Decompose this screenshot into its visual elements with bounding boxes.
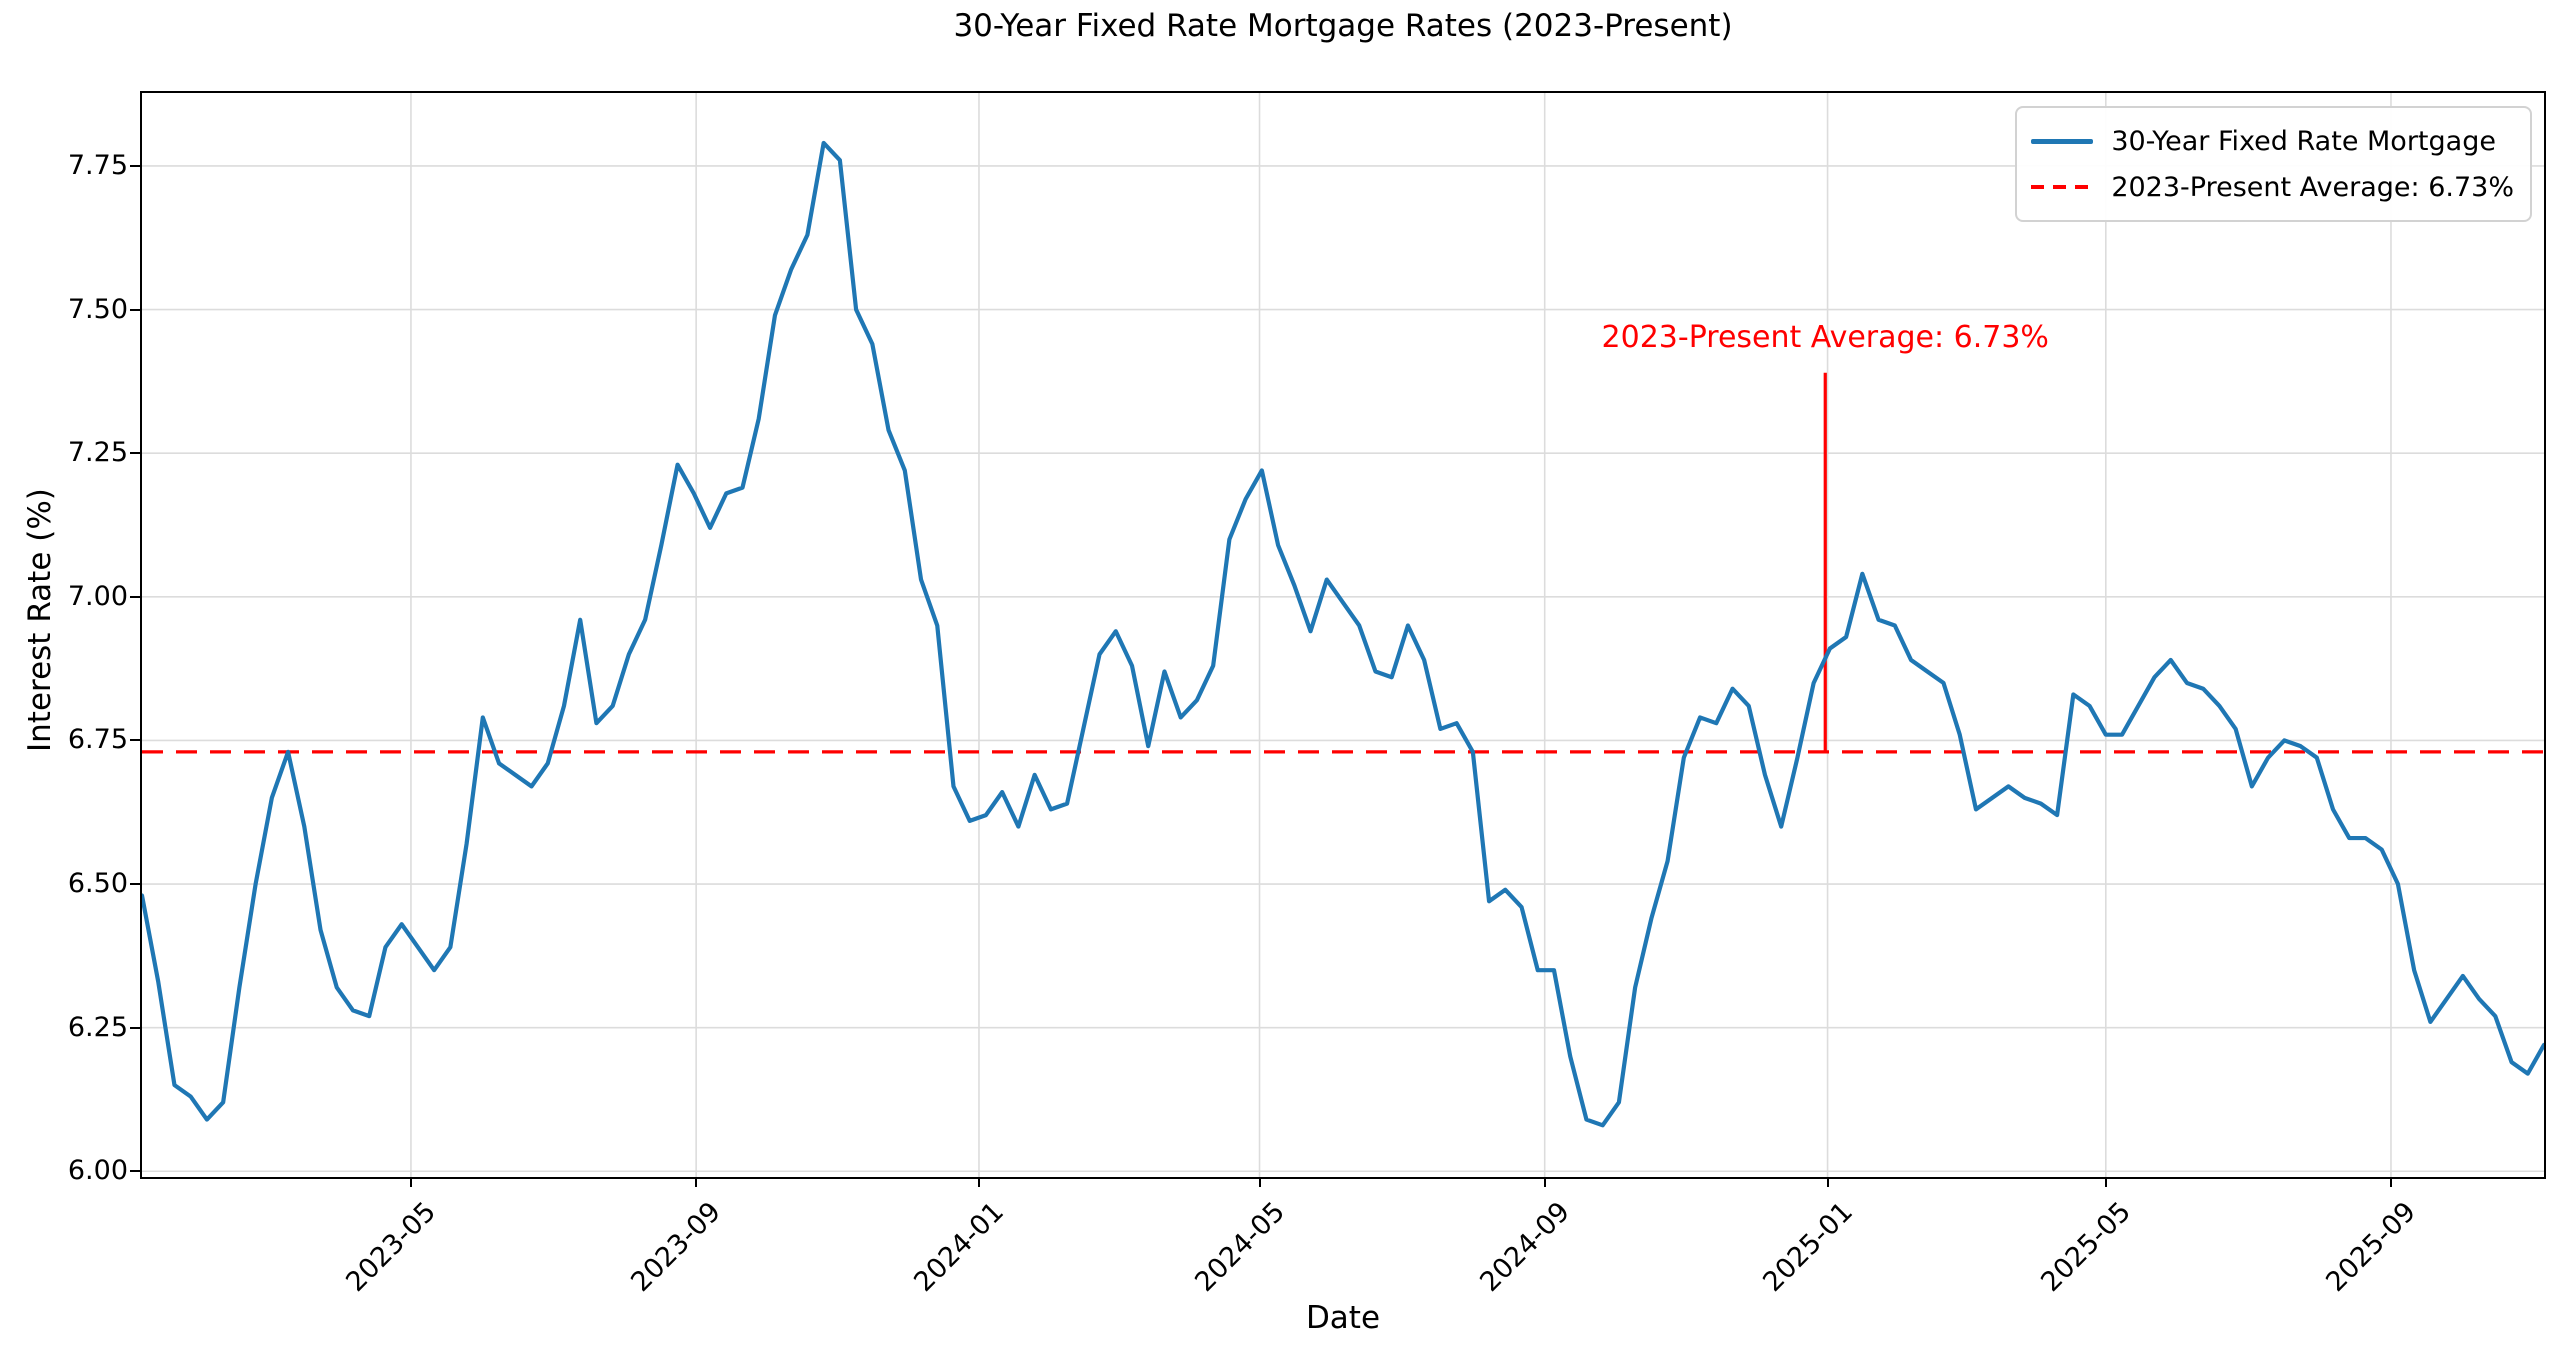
y-tick-mark	[130, 1170, 140, 1173]
y-tick-label: 7.00	[67, 580, 128, 612]
x-tick-label: 2024-01	[908, 1196, 1011, 1298]
x-tick-mark	[2104, 1177, 2107, 1187]
chart-title: 30-Year Fixed Rate Mortgage Rates (2023-…	[953, 8, 1733, 44]
legend: 30-Year Fixed Rate Mortgage 2023-Present…	[2015, 106, 2532, 222]
y-tick-mark	[130, 883, 140, 886]
y-tick-mark	[130, 308, 140, 311]
y-tick-label: 7.25	[67, 437, 128, 469]
y-tick-label: 7.75	[67, 149, 128, 181]
x-tick-mark	[1258, 1177, 1261, 1187]
x-tick-mark	[409, 1177, 412, 1187]
y-tick-mark	[130, 164, 140, 167]
x-tick-label: 2025-05	[2035, 1196, 2138, 1298]
legend-item-average-line: 2023-Present Average: 6.73%	[2031, 164, 2514, 210]
legend-dashed-line-swatch	[2031, 185, 2094, 189]
x-tick-label: 2023-05	[340, 1196, 443, 1298]
x-tick-mark	[695, 1177, 698, 1187]
y-tick-label: 7.50	[67, 293, 128, 325]
x-axis-label: Date	[1305, 1300, 1381, 1336]
plot-area	[140, 91, 2546, 1179]
y-tick-mark	[130, 1026, 140, 1029]
y-tick-label: 6.75	[67, 724, 128, 756]
x-tick-label: 2025-09	[2320, 1196, 2423, 1298]
legend-label: 2023-Present Average: 6.73%	[2111, 171, 2514, 203]
legend-solid-line-swatch	[2031, 138, 2094, 144]
x-tick-label: 2024-05	[1189, 1196, 1291, 1298]
x-tick-label: 2024-09	[1474, 1196, 1576, 1298]
y-tick-label: 6.25	[67, 1011, 128, 1043]
legend-item-mortgage-line: 30-Year Fixed Rate Mortgage	[2031, 118, 2514, 164]
legend-label: 30-Year Fixed Rate Mortgage	[2111, 125, 2496, 157]
x-tick-mark	[1543, 1177, 1546, 1187]
x-tick-mark	[2389, 1177, 2392, 1187]
y-axis-label: Interest Rate (%)	[22, 488, 58, 752]
y-tick-mark	[130, 452, 140, 455]
x-tick-mark	[1826, 1177, 1829, 1187]
x-tick-mark	[977, 1177, 980, 1187]
x-tick-label: 2025-01	[1757, 1196, 1859, 1298]
y-tick-mark	[130, 595, 140, 598]
x-tick-label: 2023-09	[625, 1196, 728, 1298]
y-tick-label: 6.50	[67, 868, 128, 900]
y-tick-label: 6.00	[67, 1155, 128, 1187]
y-tick-mark	[130, 739, 140, 742]
mortgage-rate-line	[142, 140, 2544, 1128]
average-annotation-text: 2023-Present Average: 6.73%	[1601, 320, 2049, 355]
chart-canvas	[142, 93, 2544, 1177]
